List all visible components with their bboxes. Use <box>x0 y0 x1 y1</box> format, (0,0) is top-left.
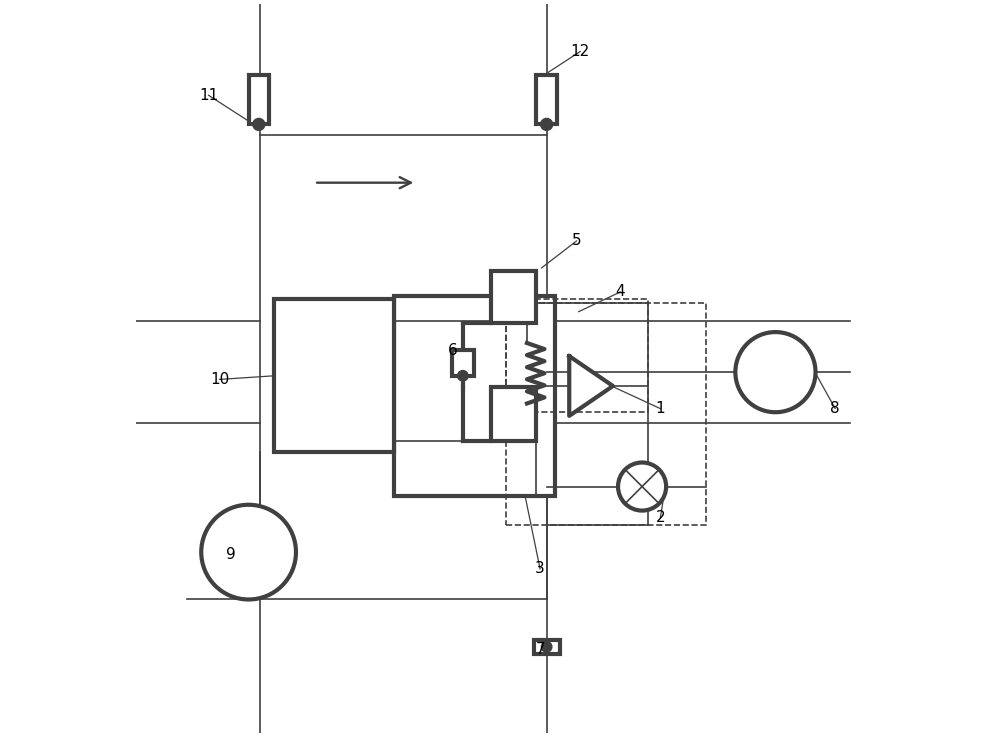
Text: 3: 3 <box>535 562 545 576</box>
Bar <box>491 271 536 324</box>
Circle shape <box>201 505 296 599</box>
Bar <box>534 640 560 654</box>
Circle shape <box>458 371 468 381</box>
Text: 5: 5 <box>572 234 581 248</box>
Circle shape <box>735 332 816 412</box>
Bar <box>394 296 555 496</box>
Circle shape <box>618 463 666 511</box>
Bar <box>536 75 557 125</box>
Text: 9: 9 <box>226 547 235 562</box>
Circle shape <box>541 119 552 130</box>
Text: 7: 7 <box>535 641 545 657</box>
Bar <box>249 75 269 125</box>
Circle shape <box>253 119 265 130</box>
Text: 12: 12 <box>571 44 590 59</box>
Polygon shape <box>569 356 613 416</box>
Text: 1: 1 <box>655 401 665 416</box>
Bar <box>452 349 474 376</box>
Text: 4: 4 <box>615 284 625 299</box>
Bar <box>491 387 536 441</box>
Text: 2: 2 <box>655 511 665 525</box>
Text: 6: 6 <box>448 343 458 357</box>
Text: 11: 11 <box>199 88 218 102</box>
Bar <box>274 299 394 453</box>
Text: 10: 10 <box>210 372 229 387</box>
Text: 8: 8 <box>830 401 840 416</box>
Circle shape <box>542 642 552 652</box>
Bar <box>506 303 706 525</box>
Bar <box>506 299 648 412</box>
